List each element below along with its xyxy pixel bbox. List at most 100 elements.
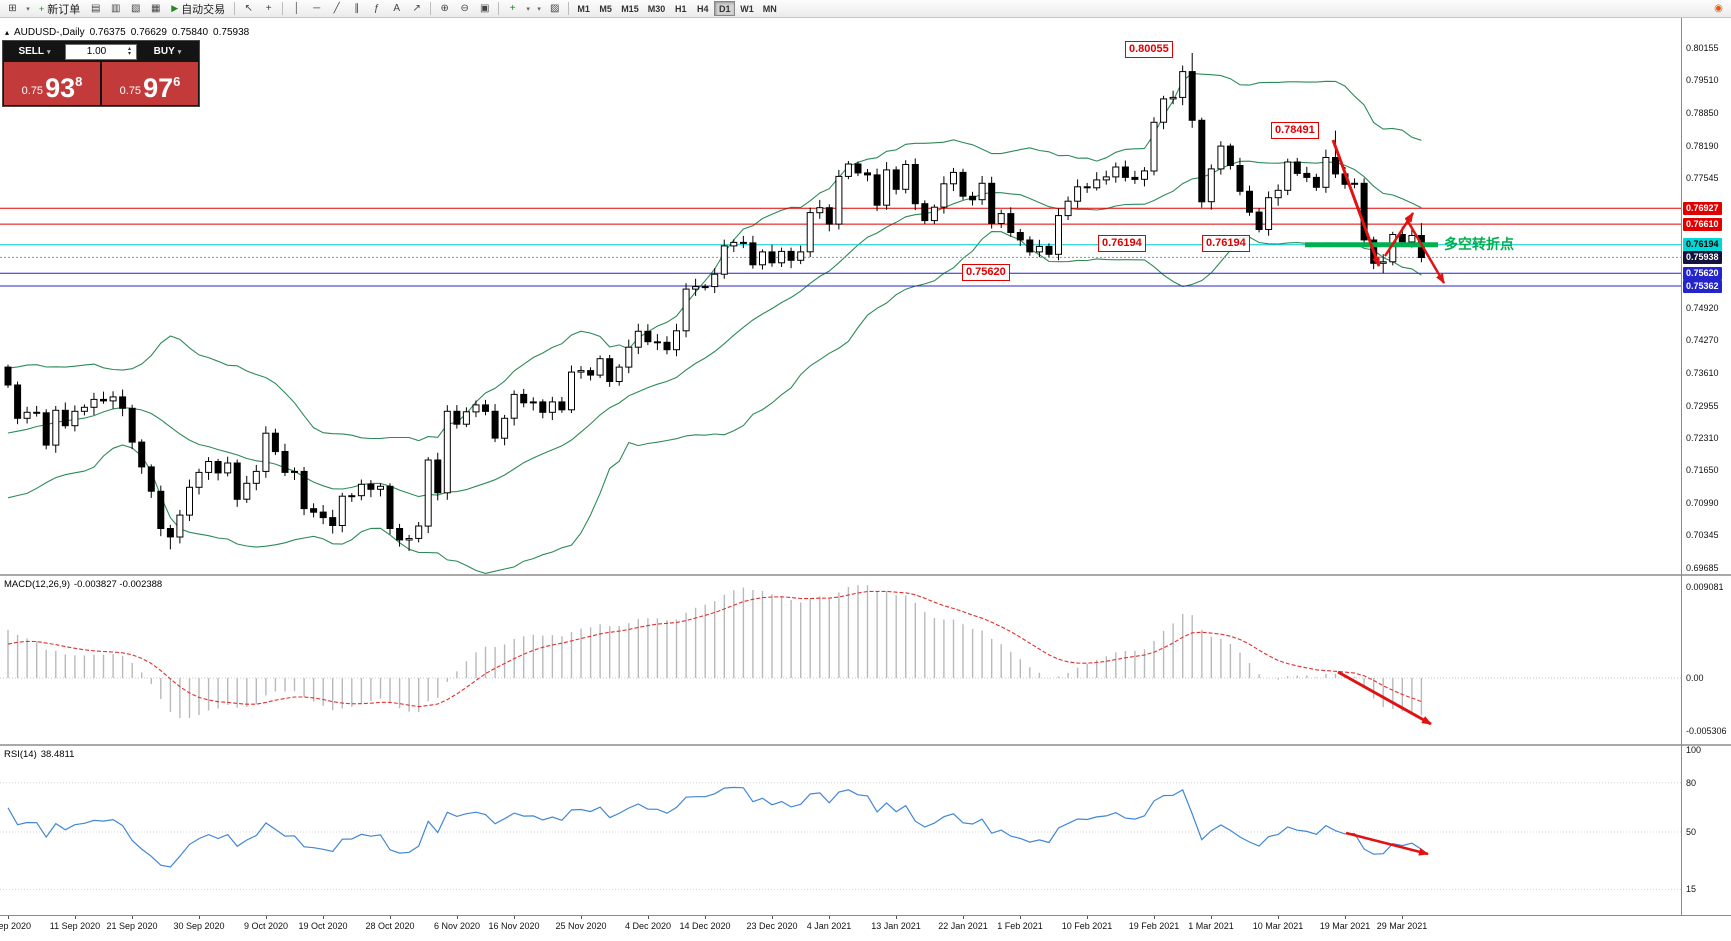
date-label: 2 Sep 2020 <box>0 921 32 931</box>
fibonacci-icon[interactable]: ƒ <box>373 3 380 14</box>
terminal-icon[interactable]: ▦ <box>151 3 161 14</box>
timeframe-h4[interactable]: H4 <box>696 3 709 14</box>
date-label: 10 Mar 2021 <box>1252 921 1304 931</box>
rsi-tick-label: 15 <box>1686 884 1697 894</box>
date-tick <box>323 916 324 919</box>
price-annotation[interactable]: 0.75620 <box>962 264 1010 281</box>
timeframe-m30[interactable]: M30 <box>647 3 666 14</box>
candle-body <box>1236 165 1244 192</box>
candle-body <box>1055 215 1062 255</box>
buy-dropdown-icon[interactable]: ▾ <box>177 48 182 56</box>
rsi-panel-canvas[interactable] <box>0 746 1682 915</box>
trend-arrow[interactable] <box>1337 670 1432 726</box>
date-tick <box>1211 916 1212 919</box>
candle-body <box>1255 211 1263 231</box>
main-chart-canvas[interactable] <box>0 18 1682 574</box>
buy-price-button[interactable]: 0.75 97 6 <box>102 62 198 105</box>
candle-body <box>52 409 60 446</box>
vertical-line-icon[interactable]: │ <box>293 3 300 14</box>
candle-body <box>1179 71 1187 98</box>
tile-windows-icon[interactable]: ▣ <box>479 3 490 14</box>
new-chart-icon[interactable]: ⊞ <box>8 3 17 14</box>
timeframe-m15[interactable]: M15 <box>621 3 639 14</box>
candle-body <box>1035 245 1043 253</box>
panel-separator[interactable] <box>0 744 1731 746</box>
data-window-icon[interactable]: ▥ <box>111 3 121 14</box>
periods-dropdown-icon[interactable]: ▾ <box>537 5 541 13</box>
sell-price-button[interactable]: 0.75 93 8 <box>4 62 100 105</box>
trend-arrow[interactable] <box>1404 217 1446 284</box>
volume-step-down-icon[interactable]: ▾ <box>127 50 131 57</box>
text-icon[interactable]: A <box>393 3 401 14</box>
bollinger-band <box>7 160 1422 498</box>
candle-body <box>539 401 547 413</box>
arrows-icon[interactable]: ↗ <box>412 3 421 14</box>
panel-separator[interactable] <box>0 574 1731 576</box>
candle-body <box>1093 179 1101 189</box>
price-tick-label: 0.78190 <box>1686 141 1719 151</box>
candle-body <box>663 341 671 351</box>
buy-button[interactable]: BUY ▾ <box>137 41 198 62</box>
community-icon[interactable]: ◉ <box>1714 3 1723 14</box>
templates-icon[interactable]: ▨ <box>549 3 560 14</box>
candle-body <box>749 242 757 266</box>
timeframe-m1[interactable]: M1 <box>577 3 590 14</box>
cursor-icon[interactable]: ↖ <box>244 3 253 14</box>
price-annotation[interactable]: 0.76194 <box>1202 235 1250 252</box>
horizontal-line-icon[interactable]: ─ <box>313 3 321 14</box>
sell-dropdown-icon[interactable]: ▾ <box>47 48 51 56</box>
buy-price-prefix: 0.75 <box>119 85 142 97</box>
date-label: 28 Oct 2020 <box>365 921 415 931</box>
trendline-icon[interactable]: ╱ <box>333 3 340 14</box>
rsi-name: RSI(14) <box>4 749 37 760</box>
candle-body <box>625 346 633 368</box>
new-order-button-icon: + <box>39 3 45 14</box>
timeframe-mn[interactable]: MN <box>762 3 777 14</box>
timeframe-m5[interactable]: M5 <box>599 3 612 14</box>
timeframe-d1[interactable]: D1 <box>714 1 736 16</box>
new-chart-dropdown-icon[interactable]: ▾ <box>26 5 30 13</box>
channel-icon[interactable]: ∥ <box>354 3 360 14</box>
date-label: 25 Nov 2020 <box>555 921 607 931</box>
volume-input[interactable]: 1.00 ▴ ▾ <box>65 43 137 60</box>
trend-arrow[interactable] <box>1383 212 1415 257</box>
quote-high: 0.76629 <box>130 27 167 38</box>
volume-stepper[interactable]: ▴ ▾ <box>125 45 134 57</box>
collapse-triangle-icon[interactable]: ▴ <box>5 28 10 37</box>
sell-button[interactable]: SELL ▾ <box>4 41 65 62</box>
candle-body <box>577 370 585 373</box>
candle-body <box>166 528 174 538</box>
new-order-button[interactable]: + 新订单 <box>34 1 85 17</box>
indicators-icon[interactable]: + <box>509 3 516 14</box>
volume-step-up-icon[interactable]: ▴ <box>127 45 131 52</box>
macd-values: -0.003827 -0.002388 <box>74 579 163 590</box>
timeframe-h1[interactable]: H1 <box>674 3 687 14</box>
date-tick <box>1020 916 1021 919</box>
candle-body <box>386 485 394 529</box>
zoom-in-icon[interactable]: ⊕ <box>440 3 449 14</box>
turning-point-label[interactable]: 多空转折点 <box>1444 236 1514 252</box>
candle-body <box>33 411 41 414</box>
candle-body <box>1284 161 1292 191</box>
quote-low: 0.75840 <box>171 27 209 38</box>
new-order-button-label: 新订单 <box>47 3 81 16</box>
crosshair-icon[interactable]: + <box>265 3 272 14</box>
price-annotation[interactable]: 0.80055 <box>1125 41 1173 58</box>
price-annotation[interactable]: 0.78491 <box>1271 122 1319 139</box>
price-annotation[interactable]: 0.76194 <box>1098 235 1146 252</box>
candle-body <box>482 404 489 412</box>
indicators-dropdown-icon[interactable]: ▾ <box>526 5 530 13</box>
zoom-out-icon[interactable]: ⊖ <box>460 3 469 14</box>
rsi-tick-label: 80 <box>1686 778 1697 788</box>
volume-value[interactable]: 1.00 <box>86 46 107 57</box>
trend-arrow[interactable] <box>1331 139 1381 267</box>
trend-arrow[interactable] <box>1345 831 1429 856</box>
candle-body <box>271 432 279 453</box>
auto-trading-button[interactable]: ▶ 自动交易 <box>166 1 230 17</box>
toolbar-separator <box>282 2 284 15</box>
market-watch-icon[interactable]: ▤ <box>91 3 101 14</box>
macd-panel-canvas[interactable] <box>0 576 1682 744</box>
timeframe-w1[interactable]: W1 <box>740 3 754 14</box>
navigator-icon[interactable]: ▧ <box>131 3 141 14</box>
date-label: 13 Jan 2021 <box>871 921 921 931</box>
